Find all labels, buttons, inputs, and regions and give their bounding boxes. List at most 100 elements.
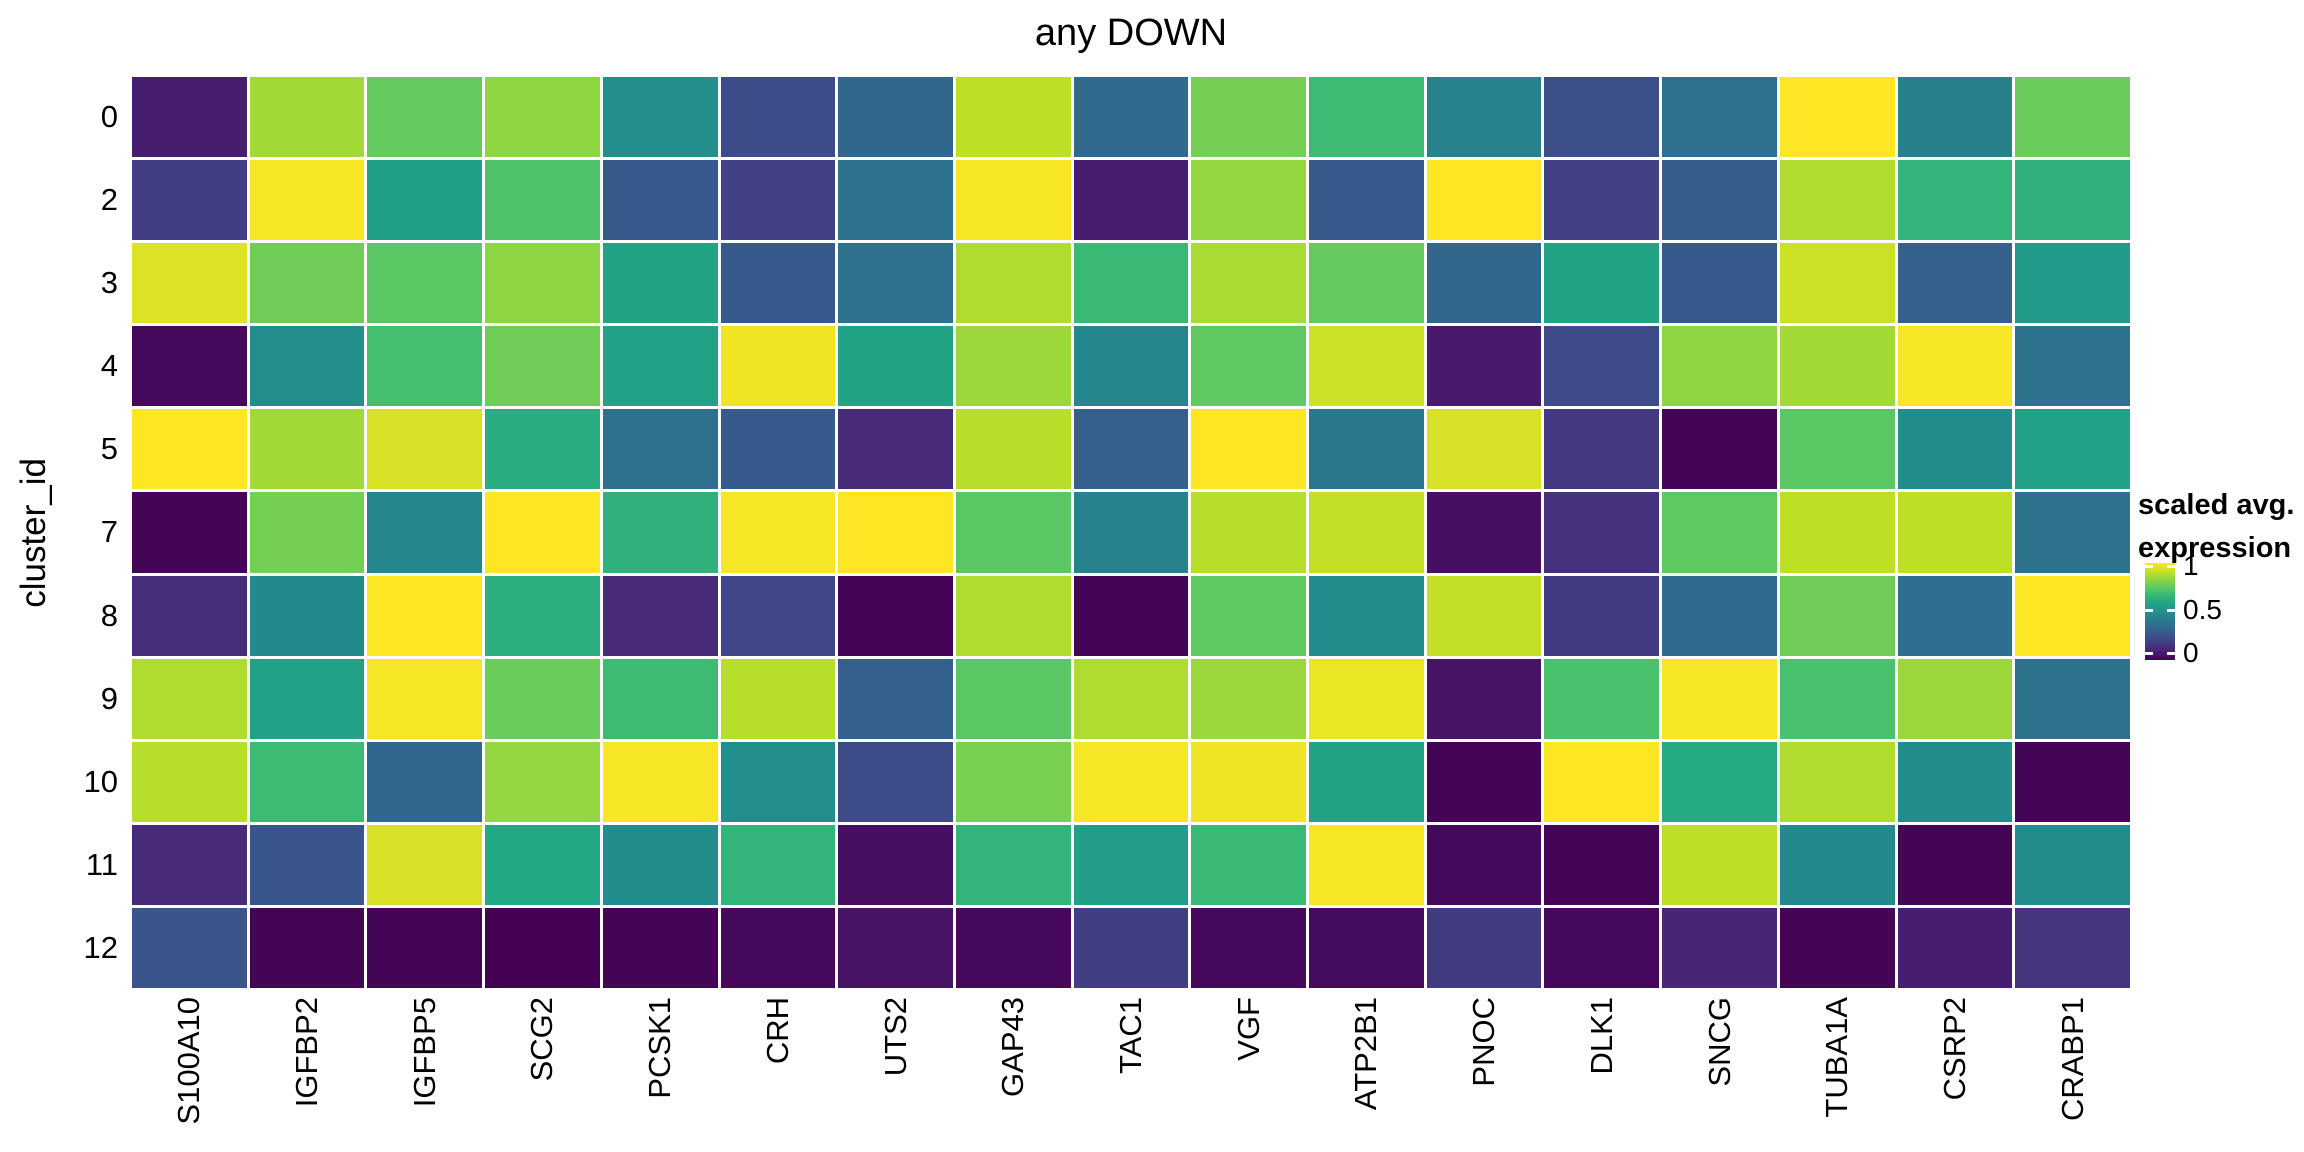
heatmap-cell bbox=[1779, 824, 1895, 905]
heatmap-cell bbox=[838, 409, 953, 490]
heatmap-cell bbox=[1191, 741, 1307, 822]
x-tick-label-text: CSRP2 bbox=[1936, 997, 1972, 1101]
heatmap-cell bbox=[602, 575, 718, 656]
x-tick-label-text: SNCG bbox=[1701, 997, 1737, 1087]
heatmap-cell bbox=[1779, 907, 1895, 988]
x-tick-label: CRABP1 bbox=[2015, 997, 2130, 1147]
heatmap-cell bbox=[720, 907, 836, 988]
heatmap-cell bbox=[1191, 77, 1307, 158]
x-tick-label-text: ATP2B1 bbox=[1348, 997, 1384, 1111]
x-tick-label: UTS2 bbox=[838, 997, 953, 1147]
heatmap-cell bbox=[249, 824, 365, 905]
heatmap-cell bbox=[838, 824, 953, 905]
heatmap-cell bbox=[1191, 658, 1307, 739]
heatmap-cell bbox=[1309, 907, 1424, 988]
heatmap-cell bbox=[1309, 741, 1424, 822]
heatmap-cell bbox=[955, 77, 1071, 158]
x-tick-labels: S100A10 IGFBP2 IGFBP5 SCG2 PCSK1 CRH UTS2 GAP43… bbox=[132, 997, 2130, 1147]
heatmap-cell bbox=[720, 77, 836, 158]
heatmap-cell bbox=[955, 326, 1071, 407]
heatmap-cell bbox=[1309, 160, 1424, 241]
heatmap-cell bbox=[2015, 907, 2130, 988]
heatmap-cell bbox=[720, 243, 836, 324]
heatmap-cell bbox=[1309, 824, 1424, 905]
heatmap-cell bbox=[2015, 575, 2130, 656]
colorbar-tick-left bbox=[2145, 564, 2153, 568]
heatmap-cell bbox=[1309, 326, 1424, 407]
heatmap-cell bbox=[132, 492, 247, 573]
heatmap-cell bbox=[838, 907, 953, 988]
heatmap-cell bbox=[485, 824, 600, 905]
heatmap-cell bbox=[1191, 160, 1307, 241]
heatmap-cell bbox=[838, 741, 953, 822]
colorbar-tick-label: 1 bbox=[2183, 550, 2199, 582]
heatmap-cell bbox=[1191, 824, 1307, 905]
heatmap-cell bbox=[249, 160, 365, 241]
heatmap-cell bbox=[367, 409, 483, 490]
x-tick-label: GAP43 bbox=[956, 997, 1071, 1147]
heatmap-cell bbox=[1662, 409, 1777, 490]
x-tick-label: ATP2B1 bbox=[1309, 997, 1424, 1147]
heatmap-cell bbox=[132, 741, 247, 822]
y-tick-label: 0 bbox=[100, 99, 118, 135]
heatmap-cell bbox=[1073, 409, 1189, 490]
heatmap-cell bbox=[1426, 741, 1542, 822]
heatmap-cell bbox=[1191, 409, 1307, 490]
heatmap-cell bbox=[1191, 575, 1307, 656]
heatmap-cell bbox=[602, 409, 718, 490]
heatmap-cell bbox=[1191, 243, 1307, 324]
heatmap-cell bbox=[1544, 741, 1660, 822]
x-tick-label: DLK1 bbox=[1544, 997, 1659, 1147]
heatmap-cell bbox=[132, 575, 247, 656]
heatmap-cell bbox=[249, 575, 365, 656]
heatmap-cell bbox=[1426, 243, 1542, 324]
y-tick-label: 9 bbox=[100, 680, 118, 716]
heatmap-cell bbox=[1426, 409, 1542, 490]
heatmap-cell bbox=[2015, 409, 2130, 490]
x-tick-label-text: SCG2 bbox=[524, 997, 560, 1082]
heatmap-cell bbox=[2015, 326, 2130, 407]
y-tick-label: 3 bbox=[100, 265, 118, 301]
heatmap-cell bbox=[367, 243, 483, 324]
heatmap-cell bbox=[132, 77, 247, 158]
x-tick-label-text: VGF bbox=[1230, 997, 1266, 1061]
heatmap-cell bbox=[1662, 575, 1777, 656]
heatmap-cell bbox=[720, 326, 836, 407]
heatmap-cell bbox=[720, 741, 836, 822]
heatmap-cell bbox=[1897, 326, 2013, 407]
x-tick-label-text: TUBA1A bbox=[1819, 997, 1855, 1118]
x-tick-label: IGFBP5 bbox=[367, 997, 482, 1147]
heatmap-cell bbox=[602, 326, 718, 407]
heatmap-cell bbox=[720, 160, 836, 241]
heatmap-cell bbox=[602, 824, 718, 905]
heatmap-cell bbox=[1426, 77, 1542, 158]
heatmap-cell bbox=[1426, 326, 1542, 407]
y-tick-label: 7 bbox=[100, 514, 118, 550]
heatmap-cell bbox=[485, 243, 600, 324]
heatmap-cell bbox=[1073, 77, 1189, 158]
heatmap-cell bbox=[1897, 409, 2013, 490]
x-tick-label: CRH bbox=[721, 997, 836, 1147]
x-tick-label-text: TAC1 bbox=[1112, 997, 1148, 1074]
heatmap-cell bbox=[367, 326, 483, 407]
colorbar-tick-right bbox=[2167, 608, 2175, 612]
heatmap-cell bbox=[955, 492, 1071, 573]
x-tick-label-text: CRABP1 bbox=[2054, 997, 2090, 1122]
y-tick-label: 2 bbox=[100, 182, 118, 218]
heatmap-cell bbox=[132, 824, 247, 905]
heatmap-cell bbox=[249, 77, 365, 158]
heatmap-cell bbox=[1544, 907, 1660, 988]
heatmap-cell bbox=[1191, 326, 1307, 407]
heatmap-cell bbox=[720, 409, 836, 490]
heatmap-cell bbox=[1309, 243, 1424, 324]
heatmap-cell bbox=[1073, 658, 1189, 739]
heatmap-cell bbox=[955, 243, 1071, 324]
heatmap-cell bbox=[2015, 160, 2130, 241]
plot-title: any DOWN bbox=[1034, 12, 1228, 54]
x-tick-label: SCG2 bbox=[485, 997, 600, 1147]
heatmap-cell bbox=[1544, 658, 1660, 739]
heatmap-cell bbox=[249, 492, 365, 573]
heatmap-cell bbox=[1662, 824, 1777, 905]
heatmap-cell bbox=[485, 160, 600, 241]
heatmap-cell bbox=[1309, 409, 1424, 490]
